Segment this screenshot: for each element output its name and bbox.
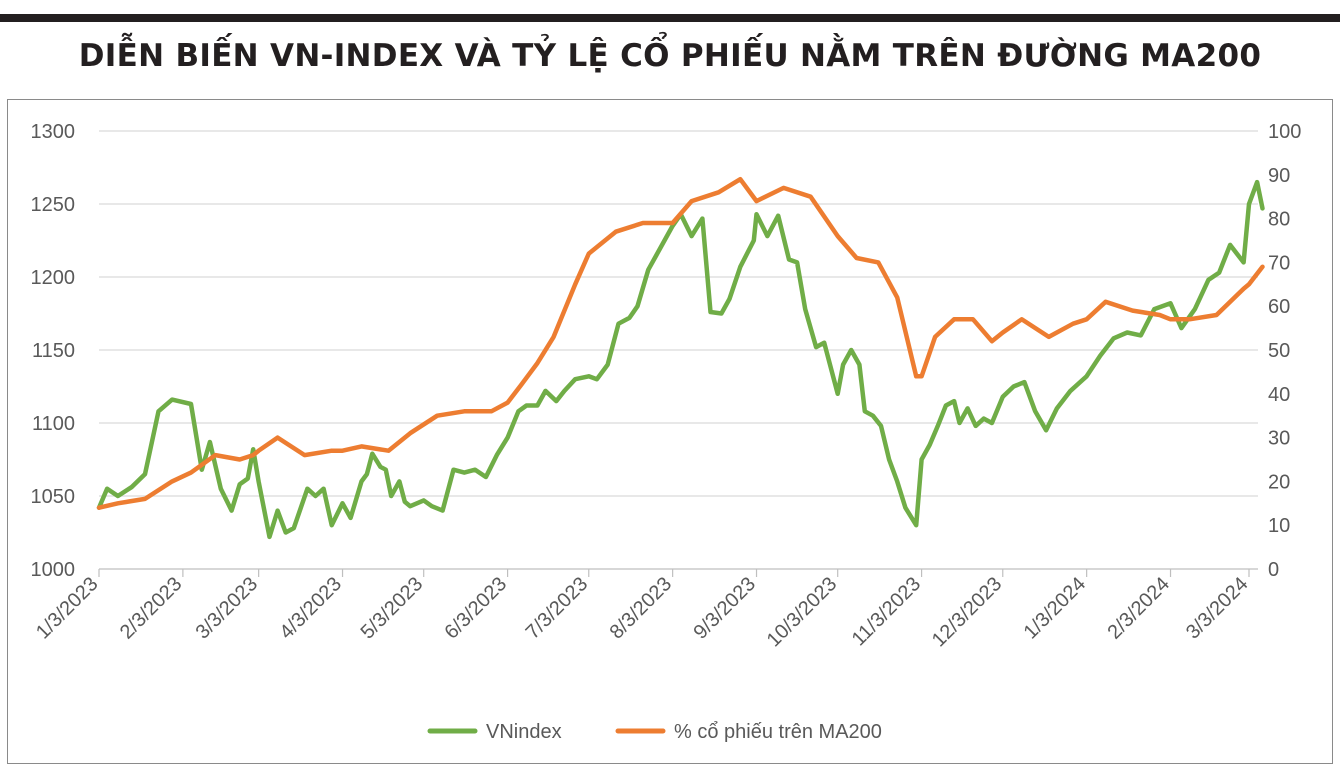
x-tick-label: 8/3/2023 [606, 573, 677, 644]
y-right-tick-label: 20 [1268, 471, 1290, 493]
x-tick-label: 9/3/2023 [689, 573, 760, 644]
y-left-tick-label: 1250 [31, 194, 76, 216]
x-tick-label: 12/3/2023 [928, 573, 1006, 651]
y-left-tick-label: 1300 [31, 121, 76, 143]
chart-frame [7, 99, 1333, 764]
x-tick-label: 1/3/2024 [1020, 573, 1091, 644]
x-tick-label: 2/3/2024 [1103, 573, 1174, 644]
series-lines [96, 176, 1265, 540]
y-right-tick-label: 90 [1268, 165, 1290, 187]
y-left-tick-label: 1100 [32, 413, 75, 435]
legend-label: % cổ phiếu trên MA200 [674, 721, 882, 743]
chart-title: DIỄN BIẾN VN-INDEX VÀ TỶ LỆ CỔ PHIẾU NẰM… [78, 38, 1262, 74]
x-tick-label: 10/3/2023 [763, 573, 841, 651]
y-axis-left: 1000 1050 1100 1150 1200 1250 1300 [31, 121, 76, 581]
y-left-tick-label: 1000 [31, 559, 76, 581]
y-left-tick-label: 1200 [31, 267, 76, 289]
y-right-tick-label: 0 [1268, 559, 1279, 581]
x-tick-label: 5/3/2023 [357, 573, 428, 644]
series-line-ma200 [96, 176, 1265, 510]
y-left-tick-label: 1150 [32, 340, 75, 362]
y-right-tick-label: 50 [1268, 340, 1290, 362]
x-tick-label: 2/3/2023 [116, 573, 187, 644]
x-tick-label: 3/3/2023 [192, 573, 263, 644]
x-tick-label: 7/3/2023 [522, 573, 593, 644]
y-right-tick-label: 70 [1268, 252, 1290, 274]
y-right-tick-label: 60 [1268, 296, 1290, 318]
grid-lines [99, 130, 1258, 570]
x-tick-label: 6/3/2023 [441, 573, 512, 644]
y-axis-right: 0 10 20 30 40 50 60 70 80 90 100 [1268, 121, 1301, 581]
x-tick-label: 11/3/2023 [848, 573, 925, 650]
y-right-tick-label: 40 [1268, 384, 1290, 406]
x-tick-label: 3/3/2024 [1182, 573, 1253, 644]
y-left-tick-label: 1050 [31, 486, 76, 508]
x-tick-label: 1/3/2023 [32, 573, 103, 644]
legend: VNindex % cổ phiếu trên MA200 [427, 721, 882, 743]
legend-label: VNindex [486, 721, 562, 743]
series-line-vnindex [96, 179, 1265, 540]
y-right-tick-label: 30 [1268, 428, 1290, 450]
x-axis: 1/3/2023 2/3/2023 3/3/2023 4/3/2023 5/3/2023… [32, 569, 1253, 651]
x-tick-label: 4/3/2023 [275, 573, 346, 644]
title-top-bar [0, 14, 1340, 22]
y-right-tick-label: 80 [1268, 209, 1290, 231]
y-right-tick-label: 100 [1268, 121, 1301, 143]
y-right-tick-label: 10 [1268, 515, 1290, 537]
